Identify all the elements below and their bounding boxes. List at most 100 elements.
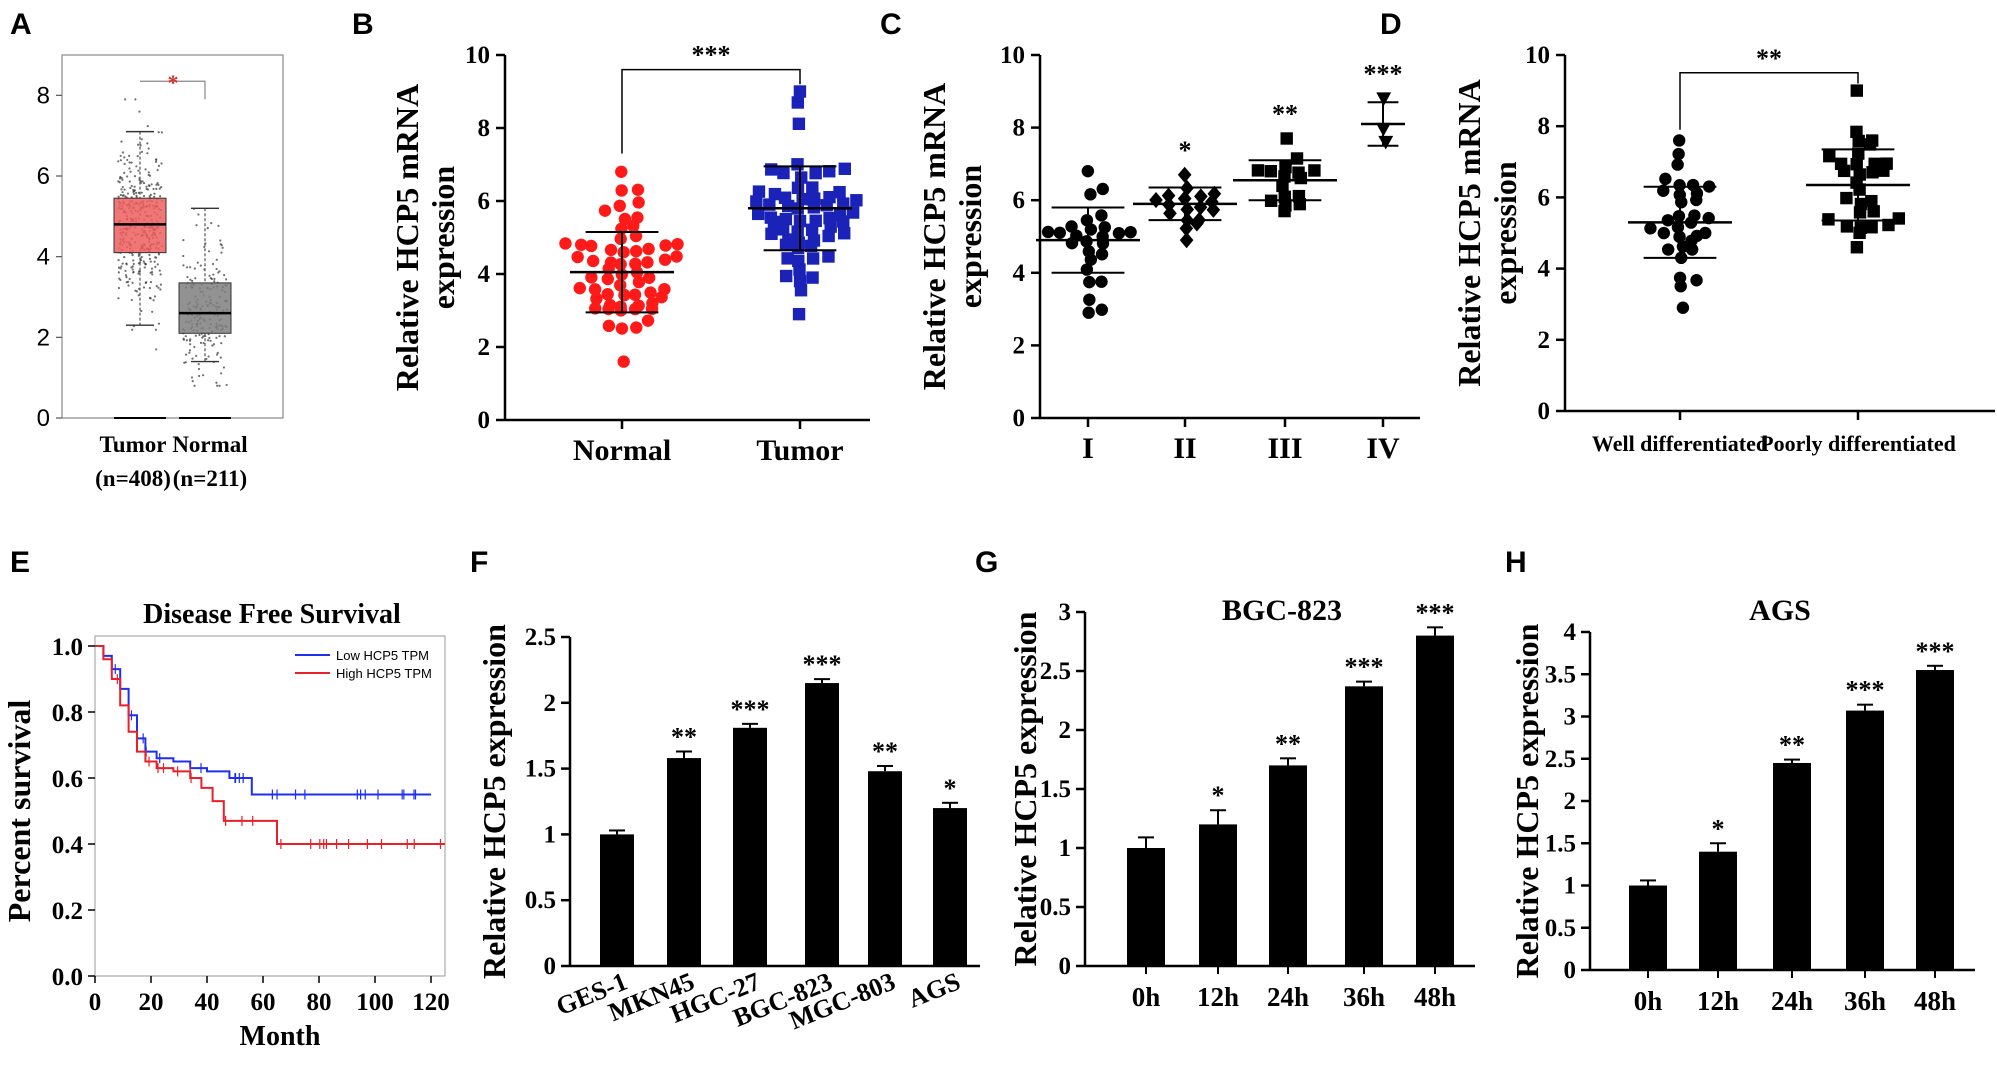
data-point-normal xyxy=(615,165,628,178)
jitter-point-normal xyxy=(225,383,228,387)
jitter-point-tumor xyxy=(130,184,133,188)
jitter-point-normal xyxy=(197,213,200,216)
data-point-tumor xyxy=(779,212,793,226)
legend-label-1: High HCP5 TPM xyxy=(336,666,432,681)
data-point-ii xyxy=(1179,232,1194,249)
data-point-poorly-differentiated xyxy=(1853,168,1866,181)
panel-label-b: B xyxy=(352,8,374,41)
jitter-point-tumor xyxy=(126,158,129,162)
data-point-tumor xyxy=(838,227,851,240)
y-tick-label: 1 xyxy=(1059,835,1072,862)
x-tick-label: 120 xyxy=(412,989,450,1016)
count-label-tumor: (n=408) xyxy=(95,466,171,491)
legend-label-0: Low HCP5 TPM xyxy=(336,648,429,663)
category-label-1: 12h xyxy=(1697,986,1739,1016)
jitter-point-normal xyxy=(191,357,194,360)
data-point-tumor xyxy=(777,166,790,180)
data-point-tumor xyxy=(751,207,765,221)
jitter-point-normal xyxy=(184,361,187,364)
jitter-point-normal xyxy=(182,338,186,341)
jitter-point-normal xyxy=(199,264,202,267)
y-tick-label: 2 xyxy=(1564,788,1577,815)
data-point-normal xyxy=(618,212,632,226)
jitter-point-tumor xyxy=(130,298,133,302)
panel-label-g: G xyxy=(975,546,998,579)
data-point-normal xyxy=(601,272,615,286)
data-point-tumor xyxy=(765,163,778,176)
y-tick-label: 10 xyxy=(465,42,490,69)
chart-title: BGC-823 xyxy=(1222,594,1342,627)
y-tick-label: 10 xyxy=(1000,42,1025,69)
data-point-poorly-differentiated xyxy=(1822,213,1835,226)
y-tick-label: 0 xyxy=(1059,953,1072,980)
jitter-point-normal xyxy=(217,224,220,227)
plot-frame xyxy=(94,635,446,977)
jitter-point-tumor xyxy=(129,170,132,173)
jitter-point-tumor xyxy=(148,296,152,299)
jitter-point-normal xyxy=(215,267,218,271)
category-label-2: III xyxy=(1267,432,1302,465)
jitter-point-normal xyxy=(182,254,185,258)
jitter-point-tumor xyxy=(121,151,125,154)
jitter-point-normal xyxy=(211,344,214,347)
jitter-point-tumor xyxy=(118,181,121,184)
jitter-point-tumor xyxy=(137,169,140,172)
data-point-tumor xyxy=(752,185,766,198)
significance-bracket xyxy=(140,80,206,100)
data-point-tumor xyxy=(765,227,778,241)
panel-h-bar-chart: 0 0.5 1 1.5 2 2.5 3 3.5 4 Relative HCP5 expressio… xyxy=(1509,594,1975,1016)
y-tick-label: 8 xyxy=(1538,113,1551,140)
data-point-i xyxy=(1124,225,1137,239)
data-point-normal xyxy=(614,258,627,271)
jitter-point-tumor xyxy=(121,191,124,194)
data-point-iii xyxy=(1280,132,1293,145)
jitter-point-normal xyxy=(218,384,221,387)
data-point-normal xyxy=(632,196,645,209)
jitter-point-tumor xyxy=(147,171,150,174)
jitter-point-normal xyxy=(215,336,218,339)
jitter-point-tumor xyxy=(117,258,120,262)
jitter-point-tumor xyxy=(123,162,126,166)
data-point-normal xyxy=(617,245,630,259)
y-axis-label: Relative HCP5 mRNA xyxy=(389,84,425,391)
jitter-point-tumor xyxy=(149,193,153,196)
y-tick-label: 1 xyxy=(544,821,557,848)
data-point-poorly-differentiated xyxy=(1880,157,1893,170)
data-point-tumor xyxy=(850,194,863,207)
data-point-tumor xyxy=(823,191,836,204)
data-point-well-differentiated xyxy=(1661,243,1675,256)
data-point-tumor xyxy=(823,165,836,178)
y-tick-label: 0 xyxy=(1538,398,1551,425)
jitter-point-normal xyxy=(189,343,192,346)
jitter-point-tumor xyxy=(151,273,154,276)
data-point-iii xyxy=(1251,164,1265,177)
data-point-normal xyxy=(574,238,588,251)
jitter-point-tumor xyxy=(149,280,153,284)
data-point-poorly-differentiated xyxy=(1840,191,1853,205)
jitter-point-tumor xyxy=(144,263,147,266)
y-tick-label: 2 xyxy=(1059,717,1072,744)
bar-24h xyxy=(1269,765,1307,966)
significance-label-1: * xyxy=(1212,781,1225,810)
jitter-point-normal xyxy=(195,354,198,357)
jitter-point-normal xyxy=(221,246,224,249)
jitter-point-tumor xyxy=(159,273,162,276)
jitter-point-tumor xyxy=(128,154,131,158)
jitter-point-tumor xyxy=(152,299,155,302)
y-tick-label: 8 xyxy=(1013,115,1026,142)
jitter-point-tumor xyxy=(158,187,161,190)
data-point-normal xyxy=(642,242,655,256)
data-point-normal xyxy=(614,278,627,292)
jitter-point-tumor xyxy=(146,125,149,128)
significance-label-3: *** xyxy=(803,650,842,679)
jitter-point-tumor xyxy=(150,270,154,274)
data-point-well-differentiated xyxy=(1699,226,1712,240)
data-point-i xyxy=(1041,225,1055,239)
significance-bracket xyxy=(621,68,801,154)
jitter-point-normal xyxy=(193,345,196,349)
y-axis-label: Relative HCP5 expression xyxy=(1007,611,1043,966)
jitter-point-tumor xyxy=(124,274,128,277)
data-point-poorly-differentiated xyxy=(1882,218,1895,232)
panel-label-c: C xyxy=(880,8,902,41)
